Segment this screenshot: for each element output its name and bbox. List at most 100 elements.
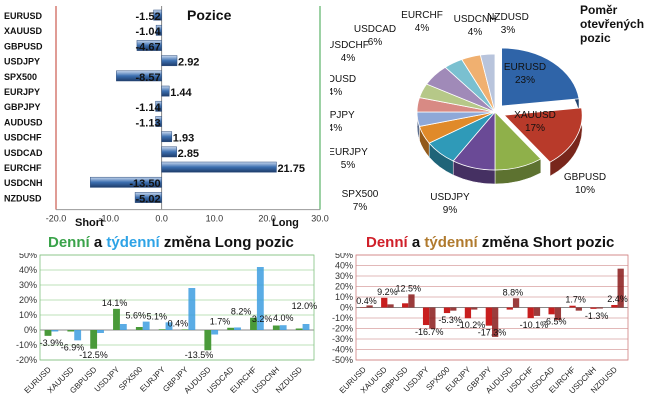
category-label: NZDUSD (4, 193, 42, 203)
value-label: -1.13 (136, 117, 161, 129)
y-tick-label: 30% (335, 271, 353, 281)
category-label: USDCHF (4, 133, 42, 143)
data-label: 0.4% (356, 296, 377, 306)
weekly-bar (596, 307, 603, 309)
y-tick-label: -20% (16, 355, 37, 365)
positions-chart: EURUSD -1.52 XAUUSD -1.04 GBPUSD -4.67 USDJPY 2… (4, 6, 329, 229)
position-bar (161, 85, 170, 97)
daily-bar (295, 328, 303, 330)
y-tick-label: 50% (19, 253, 37, 260)
daily-bar (527, 307, 534, 319)
position-bar (90, 176, 162, 188)
category-label: GBPJPY (4, 102, 41, 112)
pie-slice-label: USDJPY (430, 192, 470, 203)
category-label: USDCAD (4, 148, 43, 158)
y-tick-label: 10% (335, 292, 353, 302)
value-label: -1.14 (136, 102, 162, 114)
y-tick-label: -40% (332, 345, 353, 355)
value-label: -1.04 (136, 26, 162, 38)
position-bar (136, 40, 162, 51)
x-tick-label: 30.0 (311, 214, 329, 224)
data-label: -16.7% (415, 327, 444, 337)
weekly-bar (533, 307, 541, 316)
position-bar (134, 192, 162, 203)
pie-slice-percent: 4% (341, 53, 356, 64)
pie-slice-label: EURCHF (401, 10, 443, 21)
data-label: 1.7% (210, 316, 231, 326)
category-label: XAUUSD (4, 26, 43, 36)
daily-bar (611, 304, 618, 308)
value-label: -5.02 (136, 193, 161, 205)
pie-slice-percent: 4% (330, 87, 342, 98)
weekly-bar (74, 330, 82, 341)
y-tick-label: 0% (340, 303, 353, 313)
weekly-bar (97, 330, 104, 333)
category-label: EURUSD (4, 11, 43, 21)
short-chart-heading: Denní a týdenní změna Short pozic (366, 234, 615, 251)
weekly-bar (234, 327, 241, 330)
pie-slice-label: GBPJPY (330, 110, 355, 121)
data-label: -12.5% (79, 350, 108, 360)
positions-title: Pozice (187, 7, 232, 23)
value-label: -13.50 (129, 178, 160, 190)
y-tick-label: 40% (19, 265, 37, 275)
weekly-bar (119, 324, 127, 330)
y-tick-label: 50% (335, 253, 353, 260)
pie-slice-label: AUDUSD (330, 74, 356, 85)
category-label: EURJPY (4, 87, 40, 97)
pie-title-line-2: otevřených (580, 17, 644, 31)
x-tick-label: -10.0 (99, 214, 120, 224)
daily-bar (506, 307, 513, 310)
short-change-chart: -50%-40%-30%-20%-10%0%10%20%30%40%50%EUR… (332, 253, 629, 396)
data-label: 1.7% (565, 295, 586, 305)
pie-title-line-1: Poměr (580, 3, 618, 17)
long-label: Long (272, 217, 299, 229)
value-label: 2.92 (178, 57, 199, 69)
pie-slice-percent: 9% (443, 205, 458, 216)
y-tick-label: 20% (335, 282, 353, 292)
daily-bar (158, 329, 166, 330)
weekly-bar (512, 298, 520, 308)
weekly-bar (279, 325, 287, 330)
pie-title-line-3: pozic (580, 31, 611, 45)
value-label: 21.75 (277, 163, 305, 175)
short-label: Short (75, 217, 104, 229)
position-bar (161, 131, 173, 143)
pie-slice (503, 107, 583, 163)
open-positions-pie-chart: EURUSD 23% XAUUSD 17% GBPUSD 10% USDJPY 9% SPX50… (330, 3, 644, 216)
weekly-bar (554, 307, 562, 321)
pie-slice-label: USDCAD (354, 24, 396, 35)
data-label: 14.1% (102, 298, 128, 308)
weekly-bar (492, 307, 499, 337)
category-label: SPX500 (4, 72, 37, 82)
value-label: -8.57 (136, 72, 161, 84)
plot-frame (39, 254, 315, 361)
pie-slice (479, 53, 496, 113)
weekly-bar (188, 288, 196, 330)
daily-bar (464, 307, 472, 319)
daily-bar (67, 330, 75, 332)
pie-slice-label: USDCNH (454, 14, 497, 25)
pie-slice-label: EURUSD (504, 62, 546, 73)
data-label: 12.5% (396, 283, 422, 293)
pie-slice-percent: 7% (353, 202, 368, 213)
position-bar (155, 116, 162, 127)
pie-slice-percent: 5% (341, 160, 356, 171)
x-tick-label: 0.0 (155, 214, 168, 224)
y-tick-label: 0% (24, 325, 37, 335)
daily-bar (181, 329, 189, 330)
x-tick-label: -20.0 (46, 214, 67, 224)
pie-slice-percent: 17% (525, 123, 545, 134)
long-change-chart: -20%-10%0%10%20%30%40%50%EURUSDXAUUSDGBP… (16, 253, 317, 396)
daily-bar (402, 303, 409, 308)
weekly-bar (142, 321, 150, 330)
pie-slice-percent: 3% (501, 25, 516, 36)
weekly-bar (51, 330, 59, 332)
daily-bar (381, 297, 388, 308)
weekly-bar (387, 304, 394, 308)
pie-slice-label: NZDUSD (487, 12, 529, 23)
daily-bar (135, 327, 143, 330)
y-tick-label: 20% (19, 295, 37, 305)
daily-bar (113, 308, 120, 330)
data-label: 8.8% (503, 287, 524, 297)
